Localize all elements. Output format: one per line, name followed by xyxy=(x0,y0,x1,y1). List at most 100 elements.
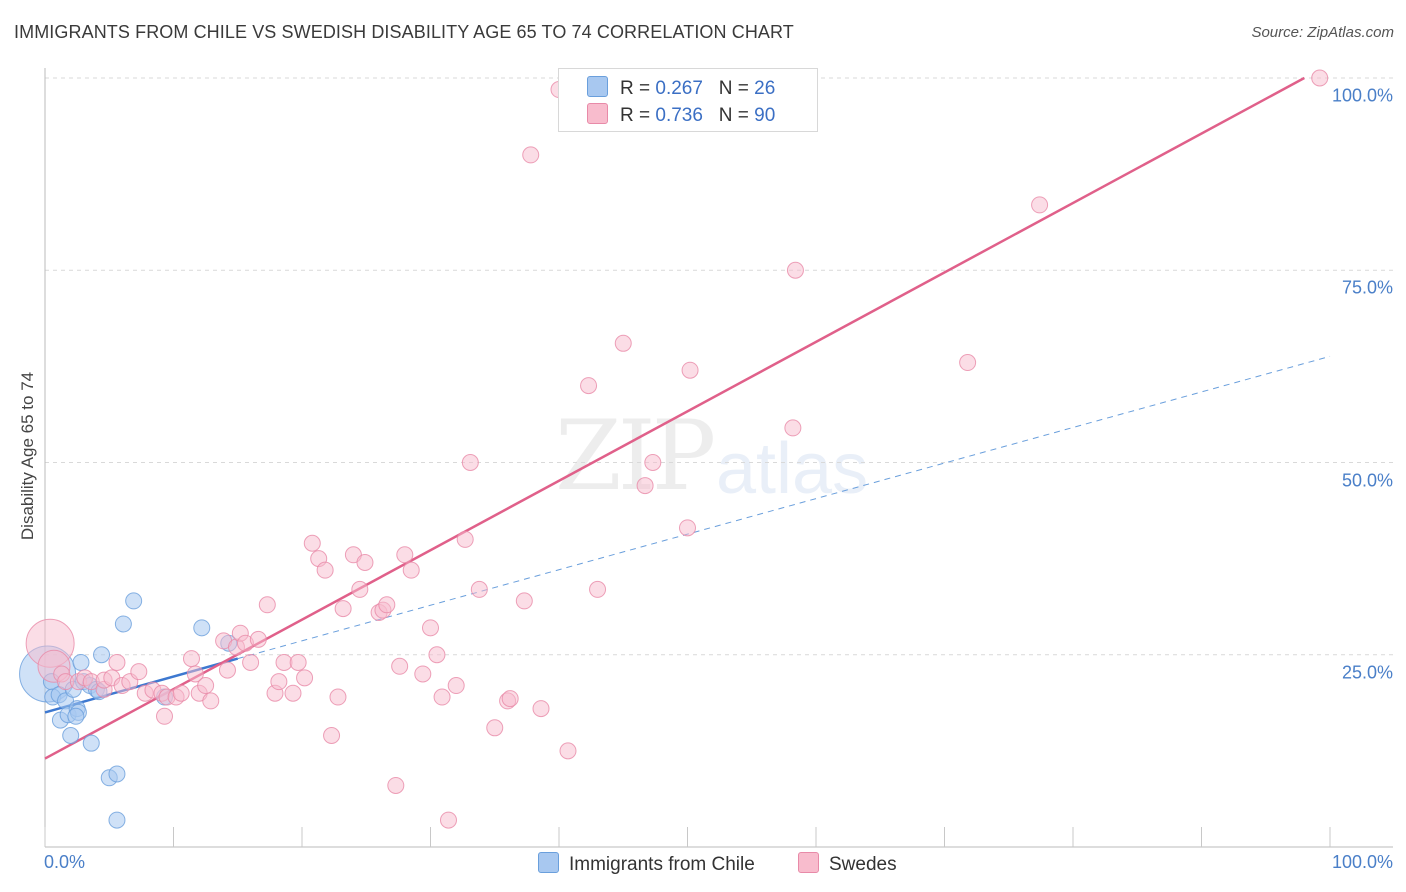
swedes-point xyxy=(284,684,302,702)
legend-swatch-chile xyxy=(587,76,608,97)
swedes-point xyxy=(515,592,533,610)
swedes-point xyxy=(197,677,215,695)
swedes-point xyxy=(679,519,696,537)
swedes-point xyxy=(156,707,174,725)
bottom-legend-chile: Immigrants from Chile xyxy=(538,852,755,876)
x-tick-label-max: 100.0% xyxy=(1331,852,1393,872)
swedes-point xyxy=(580,377,598,395)
swedes-point xyxy=(356,553,374,571)
swedes-point xyxy=(786,261,804,279)
y-tick-label: 50.0% xyxy=(1341,470,1393,490)
chile-point xyxy=(125,592,143,610)
legend-r-label: R = xyxy=(620,78,651,99)
bottom-legend-swatch-swedes xyxy=(798,852,819,873)
chile-point xyxy=(108,765,126,783)
bottom-legend-label-swedes: Swedes xyxy=(829,854,897,875)
chile-trend-extension xyxy=(237,355,1331,660)
legend-r-label: R = xyxy=(620,105,651,126)
trend-lines xyxy=(44,76,1331,760)
legend-n-value-chile: 26 xyxy=(754,78,776,99)
swedes-point xyxy=(681,361,699,379)
swedes-point xyxy=(275,653,293,671)
legend-row-swedes: R = 0.736 N = 90 xyxy=(587,103,776,126)
swedes-point xyxy=(501,690,519,708)
swedes-point xyxy=(329,688,347,706)
swedes-point xyxy=(456,530,474,548)
chile-point xyxy=(108,811,126,829)
swedes-trend-line xyxy=(44,76,1305,760)
swedes-point xyxy=(323,726,341,744)
watermark-atlas: atlas xyxy=(716,429,869,509)
swedes-point xyxy=(391,657,409,675)
swedes-point xyxy=(270,673,288,691)
legend-n-label: N = xyxy=(718,105,749,126)
swedes-point xyxy=(1031,196,1049,214)
swedes-point xyxy=(396,546,414,564)
swedes-point xyxy=(387,776,405,794)
watermark-zip: ZIP xyxy=(555,400,716,512)
swedes-point xyxy=(316,561,334,579)
swedes-point xyxy=(414,665,432,683)
y-tick-label: 100.0% xyxy=(1331,85,1393,106)
bottom-legend-label-chile: Immigrants from Chile xyxy=(569,854,755,875)
swedes-point xyxy=(959,354,977,372)
swedes-point xyxy=(378,596,396,614)
swedes-point xyxy=(1311,69,1329,87)
swedes-point xyxy=(182,650,200,668)
source-label: Source: ZipAtlas.com xyxy=(1251,24,1394,41)
swedes-point xyxy=(242,653,260,671)
swedes-point xyxy=(289,653,307,671)
chart-title: IMMIGRANTS FROM CHILE VS SWEDISH DISABIL… xyxy=(14,22,794,42)
bottom-legend-swedes: Swedes xyxy=(798,852,897,876)
swedes-point xyxy=(218,661,236,679)
swedes-point xyxy=(486,719,504,737)
data-points xyxy=(19,69,1329,829)
y-tick-label: 25.0% xyxy=(1341,662,1393,683)
swedes-point xyxy=(447,677,465,695)
swedes-point xyxy=(130,663,148,681)
chile-point xyxy=(193,619,211,637)
swedes-point xyxy=(636,477,654,495)
swedes-point xyxy=(334,600,352,618)
swedes-point xyxy=(422,619,439,637)
swedes-point xyxy=(589,580,607,598)
swedes-point xyxy=(249,630,267,648)
swedes-point xyxy=(433,688,451,706)
swedes-point xyxy=(614,334,632,352)
chile-point xyxy=(82,734,100,752)
y-tick-label: 75.0% xyxy=(1341,277,1393,298)
swedes-point xyxy=(532,700,550,718)
legend-r-value-swedes: 0.736 xyxy=(655,105,703,126)
swedes-point xyxy=(784,419,802,437)
chile-point xyxy=(114,615,132,633)
swedes-point xyxy=(172,684,190,702)
swedes-point xyxy=(522,146,540,164)
legend-swatch-swedes xyxy=(587,103,608,124)
legend-n-value-swedes: 90 xyxy=(754,105,776,126)
x-tick-label-min: 0.0% xyxy=(44,852,86,872)
swedes-point xyxy=(402,561,420,579)
swedes-point xyxy=(108,653,126,671)
swedes-point xyxy=(296,669,314,687)
legend: R = 0.267 N = 26 R = 0.736 N = 90 xyxy=(558,68,818,132)
swedes-point xyxy=(559,742,577,760)
legend-n-label: N = xyxy=(718,78,749,99)
legend-r-value-chile: 0.267 xyxy=(655,78,703,99)
swedes-point xyxy=(303,534,321,552)
swedes-point xyxy=(439,811,457,829)
swedes-point xyxy=(202,692,220,710)
swedes-point xyxy=(461,454,479,471)
swedes-point xyxy=(428,646,446,664)
swedes-point xyxy=(186,665,204,683)
swedes-point xyxy=(644,454,662,471)
swedes-point xyxy=(470,580,488,598)
y-axis-label: Disability Age 65 to 74 xyxy=(18,371,37,541)
chile-point xyxy=(62,726,80,744)
gridlines xyxy=(45,77,1393,656)
swedes-point xyxy=(351,580,369,598)
chile-point xyxy=(67,707,85,725)
bottom-legend-swatch-chile xyxy=(538,852,559,873)
chile-point xyxy=(72,653,90,671)
swedes-point xyxy=(258,596,276,614)
